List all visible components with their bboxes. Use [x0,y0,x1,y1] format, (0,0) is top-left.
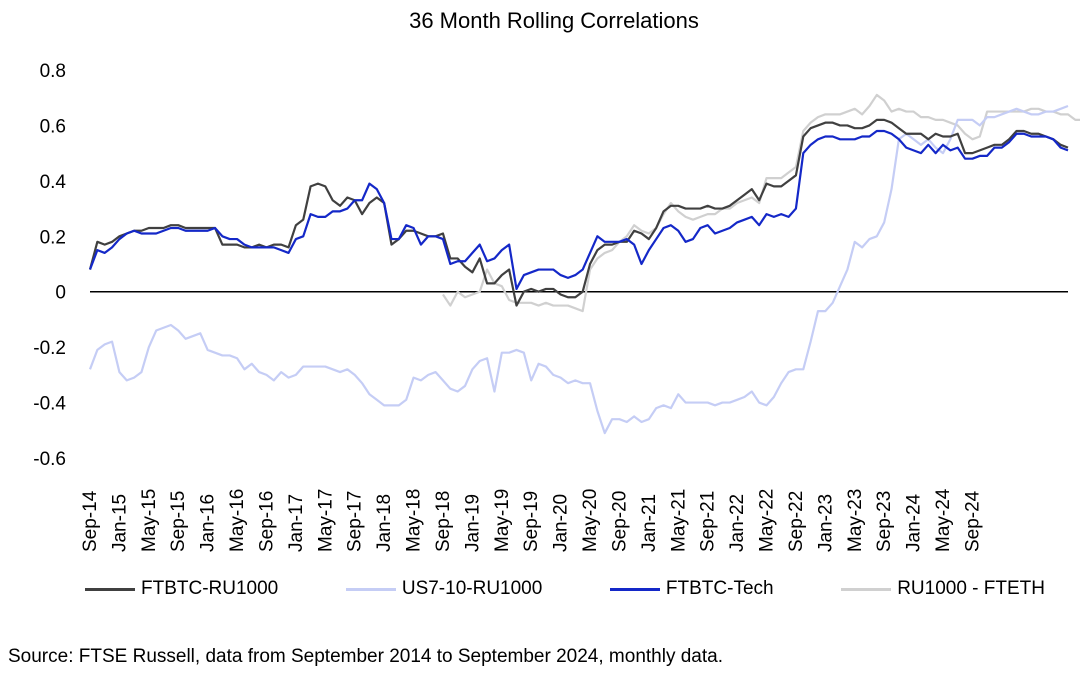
legend-label: US7-10-RU1000 [401,578,543,599]
x-tick-label: May-21 [668,489,689,552]
series-line-ftbtc-ru1000 [88,118,1069,307]
legend-label: FTBTC-Tech [665,578,774,599]
y-tick-label: -0.2 [33,338,66,359]
x-tick-label: Jan-21 [639,494,660,552]
y-axis-labels: -0.6 -0.4 -0.2 0 0.2 0.4 0.6 0.8 [33,61,66,470]
chart-legend: FTBTC-RU1000 US7-10-RU1000 FTBTC-Tech RU100… [85,576,1045,602]
x-tick-label: Sep-20 [609,491,630,552]
series-line-ftbtc-tech [88,129,1069,291]
x-tick-label: Sep-21 [698,491,719,552]
x-tick-label: Sep-19 [521,491,542,552]
x-tick-label: Jan-23 [815,494,836,552]
y-tick-label: 0.2 [40,227,66,248]
x-tick-label: Sep-14 [80,490,101,552]
x-tick-label: Sep-23 [874,491,895,552]
x-tick-label: May-23 [845,489,866,552]
series-line-us7-10-ru1000 [88,105,1069,435]
x-tick-label: Jan-22 [727,494,748,552]
legend-swatch [841,587,892,591]
series-line-ru1000-fteth [442,93,1080,313]
legend-item: US7-10-RU1000 [345,578,543,600]
x-tick-label: May-20 [580,489,601,552]
y-tick-label: 0.6 [40,116,66,137]
x-tick-label: Jan-16 [198,494,219,552]
x-tick-label: May-17 [315,489,336,552]
x-tick-label: Jan-15 [109,494,130,552]
x-tick-label: May-15 [139,489,160,552]
y-tick-label: 0 [55,283,66,304]
legend-swatch [345,587,396,591]
legend-swatch [85,587,135,591]
chart-title: 36 Month Rolling Correlations [409,8,699,33]
legend-swatch [609,587,660,591]
legend-item: FTBTC-Tech [609,578,774,600]
legend-label: RU1000 - FTETH [897,578,1045,599]
legend-item: FTBTC-RU1000 [85,578,278,600]
x-tick-label: May-24 [933,488,954,552]
x-tick-label: Sep-15 [168,491,189,552]
x-tick-label: Sep-24 [962,490,983,552]
x-axis-labels: Sep-14 Jan-15 May-15 Sep-15 Jan-16 May-16 Sep-… [80,488,983,552]
legend-label: FTBTC-RU1000 [141,578,279,599]
x-tick-label: Jan-18 [374,494,395,552]
x-tick-label: May-16 [227,489,248,552]
source-note: Source: FTSE Russell, data from Septembe… [8,646,723,667]
x-tick-label: May-22 [757,489,778,552]
x-tick-label: Sep-22 [786,491,807,552]
x-tick-label: Jan-17 [286,494,307,552]
x-tick-label: Sep-16 [256,491,277,552]
legend-item: RU1000 - FTETH [841,578,1045,600]
y-tick-label: -0.4 [33,394,66,415]
x-tick-label: May-19 [492,489,513,552]
y-tick-label: -0.6 [33,449,66,470]
x-tick-label: Jan-24 [904,493,925,552]
x-tick-label: Jan-19 [462,494,483,552]
x-tick-label: May-18 [404,489,425,552]
x-tick-label: Sep-18 [433,491,454,552]
x-tick-label: Jan-20 [551,494,572,552]
y-tick-label: 0.8 [40,61,66,82]
x-tick-label: Sep-17 [345,491,366,552]
series-lines [88,93,1080,435]
chart-plot: -0.6 -0.4 -0.2 0 0.2 0.4 0.6 0.8 Sep-14 Jan-15 Ma… [33,61,1080,552]
y-tick-label: 0.4 [40,172,67,193]
